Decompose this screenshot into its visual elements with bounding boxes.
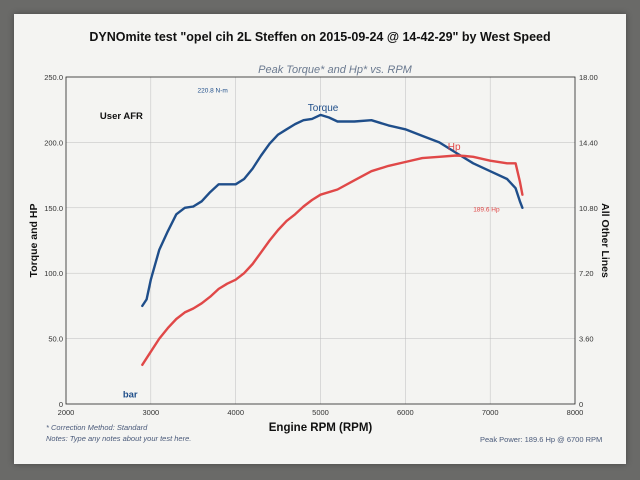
user-afr-label: User AFR [100, 111, 143, 122]
hp-end-label: 189.6 Hp [473, 207, 500, 214]
y-axis-title: Torque and HP [28, 204, 40, 278]
dyno-sheet: DYNOmite test "opel cih 2L Steffen on 20… [14, 14, 626, 464]
correction-note: * Correction Method: Standard [46, 423, 148, 432]
plot-frame [65, 76, 576, 405]
y2-tick-label: 3.60 [579, 335, 594, 344]
bar-label: bar [123, 389, 138, 400]
torque-peak-label: 220.8 N-m [197, 88, 227, 95]
y2-tick-label: 10.80 [579, 204, 598, 213]
notes-text: Notes: Type any notes about your test he… [46, 434, 192, 443]
dyno-chart: 2000 3000 4000 5000 6000 7000 8000050.0100.015… [28, 73, 611, 434]
y-tick-label: 250.0 [44, 73, 63, 82]
x-tick-label: 3000 [142, 408, 159, 417]
y-tick-label: 100.0 [44, 269, 63, 278]
page-title: DYNOmite test "opel cih 2L Steffen on 20… [89, 30, 551, 44]
series-label-hp: Hp [448, 142, 461, 153]
series-layer [141, 113, 524, 366]
x-tick-label: 7000 [482, 408, 499, 417]
y-tick-label: 200.0 [44, 138, 63, 147]
peak-power-text: Peak Power: 189.6 Hp @ 6700 RPM [480, 435, 603, 444]
tick-layer: 2000 3000 4000 5000 6000 7000 8000050.0100.015… [44, 73, 598, 417]
series-line-hp [141, 154, 524, 366]
y-tick-label: 50.0 [48, 335, 63, 344]
y2-tick-label: 14.40 [579, 138, 598, 147]
x-tick-label: 6000 [397, 408, 414, 417]
x-tick-label: 2000 [58, 408, 75, 417]
y-tick-label: 150.0 [44, 204, 63, 213]
series-line-torque [141, 113, 524, 308]
y2-tick-label: 18.00 [579, 73, 598, 82]
chart-title: Peak Torque* and Hp* vs. RPM [258, 64, 412, 76]
x-axis-title: Engine RPM (RPM) [269, 422, 373, 434]
label-layer: Engine RPM (RPM) Torque and HP All Other L… [28, 88, 611, 434]
y2-axis-title: All Other Lines [599, 203, 611, 278]
series-label-torque: Torque [308, 103, 339, 114]
x-tick-label: 8000 [567, 408, 584, 417]
x-tick-label: 5000 [312, 408, 329, 417]
y2-tick-label: 0 [579, 400, 583, 409]
y2-tick-label: 7.20 [579, 269, 594, 278]
x-tick-label: 4000 [227, 408, 244, 417]
grid-layer [66, 77, 575, 404]
y-tick-label: 0 [59, 400, 63, 409]
